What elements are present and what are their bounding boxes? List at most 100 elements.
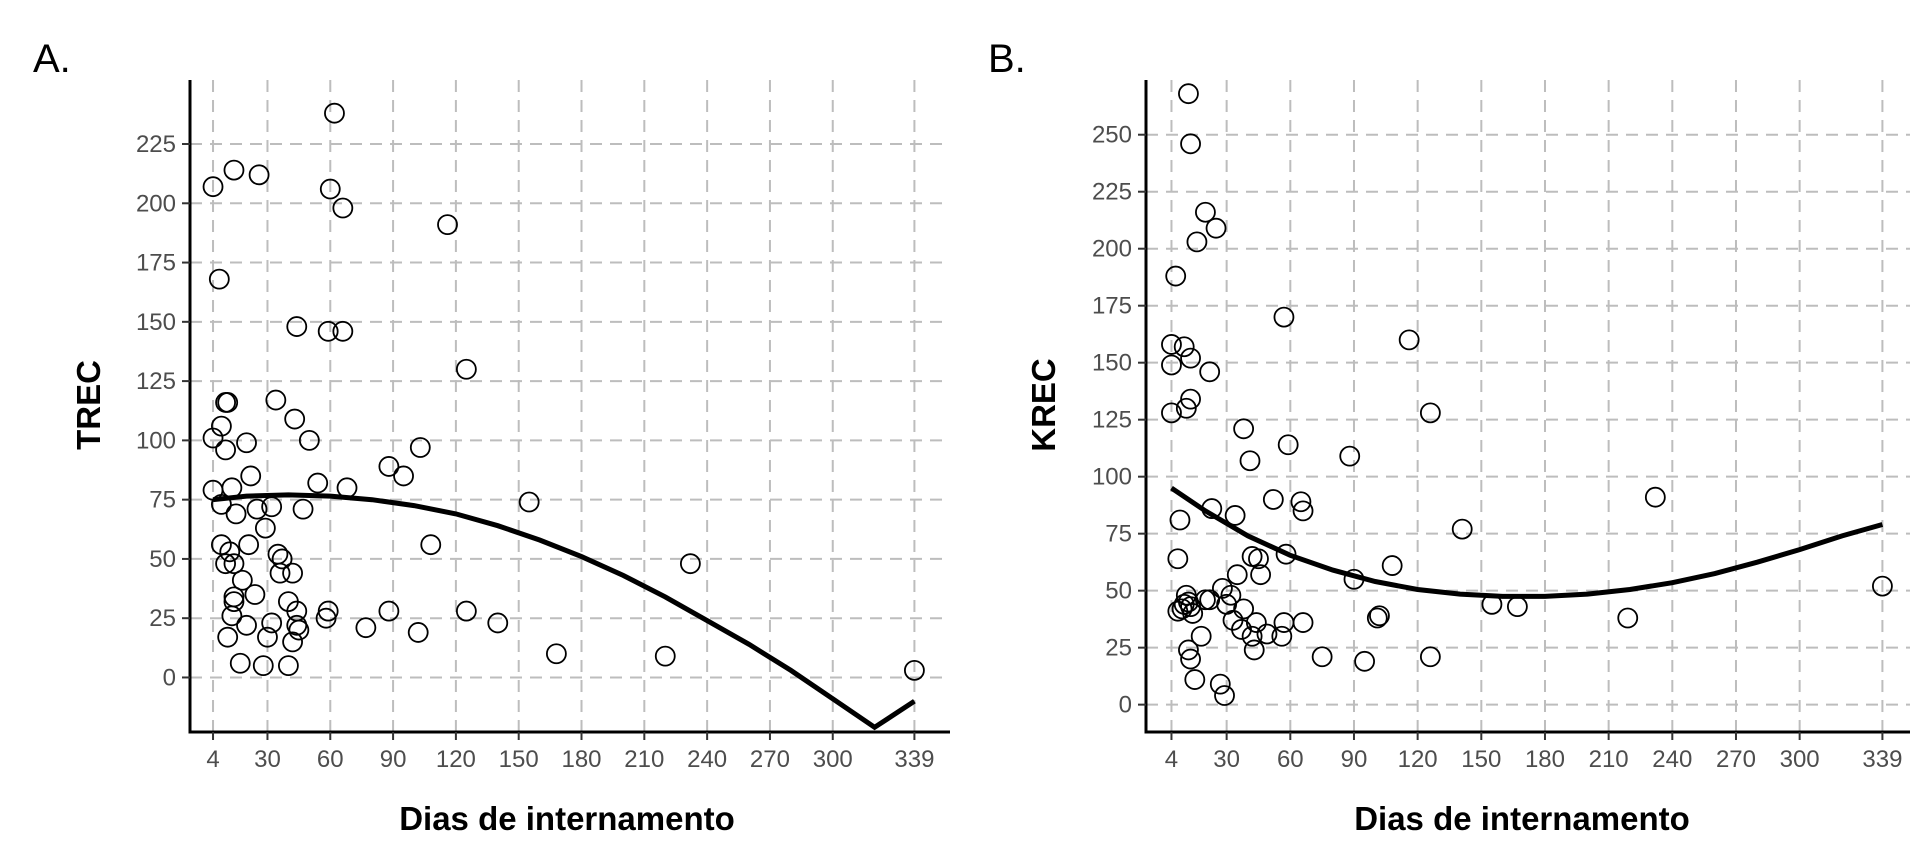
panel-b-data-point: [1175, 397, 1197, 419]
panel-b-data-point: [1180, 388, 1201, 410]
panel-b-data-point: [1273, 306, 1295, 328]
panel-a-data-point: [252, 655, 274, 677]
panel-b-data-point: [1311, 646, 1333, 668]
panel-a-data-point: [271, 548, 293, 570]
panel-b-data-point: [1184, 669, 1206, 690]
panel-a-data-point: [236, 614, 257, 636]
panel-b-data-point: [1169, 509, 1191, 531]
panel-a-data-point: [317, 320, 339, 342]
panel-a-x-tick-label: 120: [436, 746, 476, 773]
panel-a-data-point: [455, 600, 477, 622]
panel-b-data-point: [1245, 612, 1267, 633]
panel-a-fit-curve: [212, 492, 916, 731]
panel-a-data-point: [231, 569, 253, 591]
panel-a-data-point: [278, 655, 299, 677]
panel-a-data-point: [407, 622, 429, 643]
panel-b-x-tick-label: 339: [1862, 746, 1902, 773]
panel-a-y-tick-label: 0: [163, 664, 176, 691]
panel-a-x-tick-label: 150: [499, 746, 539, 773]
panel-a-x-tick-label: 270: [750, 746, 790, 773]
panel-b-data-point: [1277, 434, 1299, 456]
panel-a-data-point: [248, 164, 270, 186]
panel-a-data-point: [223, 553, 245, 575]
panel-a-y-tick-label: 125: [136, 368, 176, 395]
panel-b-data-point: [1180, 648, 1201, 670]
panel-b-data-point: [1178, 639, 1199, 661]
panel-b-y-tick-label: 0: [1119, 692, 1132, 719]
panel-b-data-point: [1644, 486, 1666, 508]
panel-b-data-point: [1398, 329, 1420, 351]
panel-a-y-axis-title: TREC: [70, 360, 107, 450]
panel-b-data-point: [1195, 201, 1216, 223]
panel-a-data-point: [378, 456, 400, 477]
panel-a-data-point: [257, 626, 278, 648]
panel-b-data-point: [1248, 548, 1269, 570]
panel-a-x-tick-label: 180: [561, 746, 601, 773]
panel-a-data-point: [284, 408, 306, 430]
panel-b-data-point: [1369, 605, 1390, 627]
panel-a-data-point: [225, 503, 247, 525]
panel-a-x-tick-label: 210: [624, 746, 664, 773]
panel-a-data-point: [221, 605, 243, 627]
panel-b-data-point: [1182, 603, 1204, 624]
panel-a-data-point: [332, 197, 354, 219]
panel-b-data-point: [1214, 685, 1235, 706]
panel-b-data-point: [1186, 231, 1208, 253]
panel-b-data-point: [1195, 589, 1216, 611]
panel-b-data-point: [1220, 584, 1242, 606]
panel-b-data-point: [1419, 402, 1441, 424]
panel-a-data-point: [393, 465, 414, 487]
panel-a-label: A.: [33, 37, 71, 81]
panel-b-data-point: [1354, 650, 1375, 672]
panel-b-y-tick-label: 100: [1092, 464, 1132, 491]
panel-b-data-point: [1451, 518, 1473, 540]
panel-a-data-point: [261, 612, 283, 634]
panel-b-data-point: [1617, 607, 1639, 629]
panel-b-data-point: [1161, 334, 1182, 355]
panel-a-data-point: [211, 415, 232, 437]
panel-b-x-tick-label: 210: [1589, 746, 1629, 773]
panel-a-data-point: [518, 491, 540, 513]
panel-a-data-point: [223, 159, 245, 181]
panel-a-x-tick-label: 90: [380, 746, 407, 773]
panel-a-data-point: [355, 617, 377, 639]
panel-b-x-tick-label: 90: [1341, 746, 1368, 773]
panel-a-data-point: [298, 429, 320, 451]
panel-a-data-point: [654, 645, 676, 667]
panel-a-x-tick-label: 300: [813, 746, 853, 773]
panel-b-data-point: [1290, 491, 1312, 513]
panel-a-data-point: [292, 498, 314, 520]
panel-b-y-tick-label: 250: [1092, 122, 1132, 149]
panel-b-data-point: [1233, 598, 1255, 620]
panel-a: A. Dias de internamento TREC 4 30 60 90 120 1…: [33, 37, 950, 837]
panel-b-points: [1161, 83, 1893, 706]
panel-b-data-point: [1366, 607, 1388, 629]
panel-a-data-point: [208, 268, 230, 290]
panel-b-grid: [1146, 80, 1910, 732]
panel-a-data-point: [219, 541, 241, 563]
panel-b-y-tick-label: 75: [1105, 521, 1132, 548]
panel-a-data-point: [223, 591, 245, 612]
panel-a-y-tick-label: 100: [136, 427, 176, 454]
panel-b-y-tick-label: 150: [1092, 350, 1132, 377]
panel-b-data-point: [1271, 625, 1293, 647]
panel-b-label: B.: [988, 37, 1026, 81]
panel-a-data-point: [244, 584, 266, 605]
panel-b-data-point: [1250, 564, 1271, 586]
panel-b-data-point: [1205, 217, 1227, 239]
panel-b-data-point: [1226, 564, 1248, 586]
panel-b-data-point: [1239, 450, 1261, 472]
panel-a-x-tick-label: 339: [894, 746, 934, 773]
panel-a-data-point: [202, 176, 224, 198]
panel-b-data-point: [1199, 589, 1221, 611]
panel-b-y-tick-label: 125: [1092, 407, 1132, 434]
panel-a-data-point: [378, 600, 400, 622]
panel-a-data-point: [269, 562, 291, 584]
panel-b-x-tick-label: 150: [1461, 746, 1501, 773]
panel-a-data-point: [307, 472, 329, 494]
panel-a-data-point: [904, 659, 925, 681]
panel-b-x-tick-label: 270: [1716, 746, 1756, 773]
panel-a-data-point: [324, 102, 345, 124]
panel-b-data-point: [1243, 639, 1265, 661]
